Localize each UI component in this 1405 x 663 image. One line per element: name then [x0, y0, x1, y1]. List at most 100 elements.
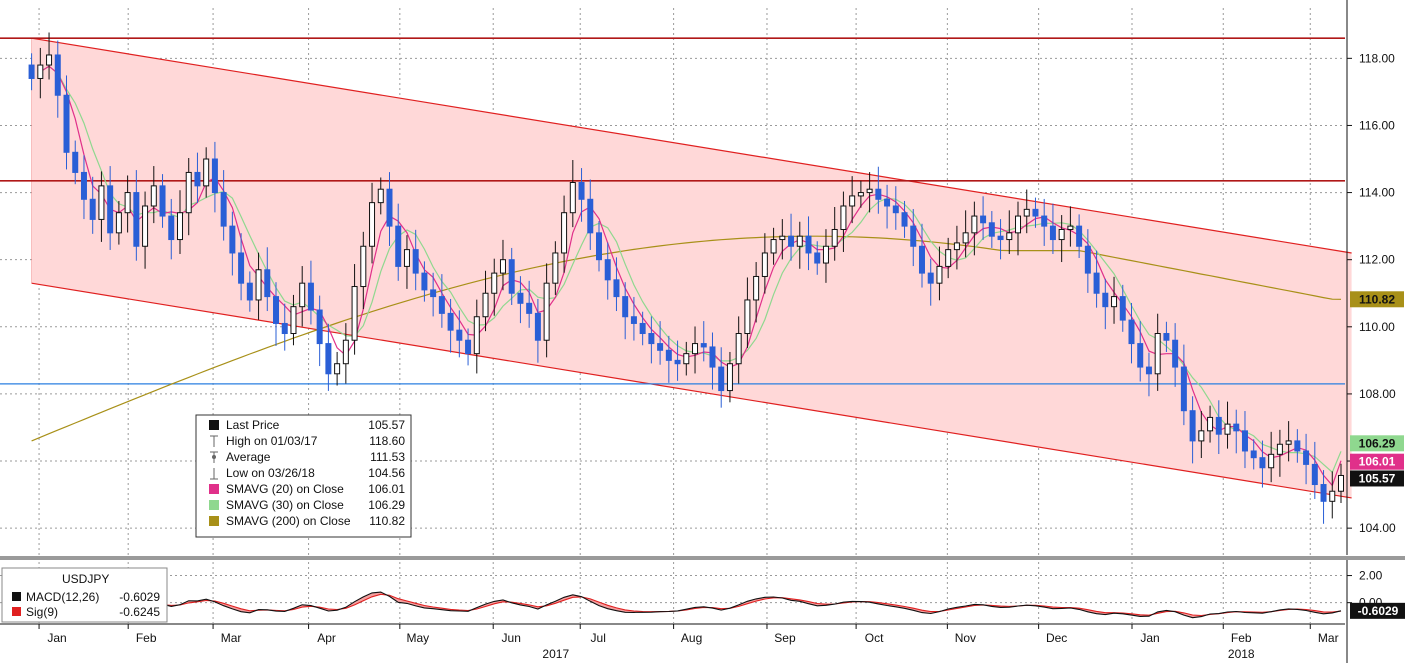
- candle-body: [54, 54, 61, 96]
- green-square-icon: [209, 500, 219, 510]
- month-label: Jan: [1140, 631, 1159, 645]
- candle-body: [1006, 232, 1013, 241]
- price-tag-bg: [1350, 470, 1404, 487]
- candle-body: [1276, 443, 1283, 455]
- candle-body: [403, 249, 410, 267]
- candle-body: [1294, 440, 1301, 452]
- candle-body: [980, 215, 987, 224]
- candle-body: [412, 249, 419, 274]
- regression-channel: [31, 37, 1352, 499]
- signal-line: [31, 593, 1342, 617]
- candle-body: [1268, 453, 1275, 469]
- candle-body: [360, 245, 367, 288]
- legend-item-label: SMAVG (30) on Close: [226, 498, 344, 512]
- candle-body: [1163, 333, 1170, 341]
- macd-panel: [31, 591, 1342, 619]
- signal-value: -0.6245: [119, 605, 160, 619]
- candle-body: [875, 188, 882, 200]
- month-label: Feb: [136, 631, 157, 645]
- horizontal-levels: [0, 37, 1345, 385]
- price-tick-label: 116.00: [1359, 118, 1395, 132]
- candle-body: [438, 296, 445, 314]
- candle-body: [133, 192, 140, 247]
- candle-body: [1145, 366, 1152, 375]
- candle-body: [578, 182, 585, 200]
- candle-body: [814, 252, 821, 264]
- candle-body: [473, 316, 480, 355]
- candle-body: [700, 343, 707, 348]
- candle-body: [840, 205, 847, 230]
- macd-label: MACD(12,26): [26, 590, 99, 604]
- legend-item-label: High on 01/03/17: [226, 434, 318, 448]
- candle-body: [613, 279, 620, 298]
- channel-fill: [31, 38, 1352, 498]
- candle-body: [482, 292, 489, 318]
- candle-body: [892, 205, 899, 214]
- month-label: Sep: [774, 631, 796, 645]
- candle-body: [115, 212, 122, 234]
- candle-body: [622, 296, 629, 318]
- candle-body: [1076, 225, 1083, 247]
- candle-body: [709, 346, 716, 368]
- candle-body: [307, 282, 314, 311]
- legend-item-value: 105.57: [368, 418, 405, 432]
- candle-body: [1015, 215, 1022, 234]
- month-label: Aug: [681, 631, 702, 645]
- candle-body: [665, 349, 672, 361]
- price-tag-bg: [1350, 453, 1404, 470]
- candle-body: [447, 312, 454, 331]
- candle-body: [290, 306, 297, 335]
- candle-body: [604, 259, 611, 281]
- candle-body: [28, 64, 35, 79]
- candle-body: [386, 188, 393, 227]
- candle-body: [491, 272, 498, 294]
- month-label: May: [406, 631, 429, 645]
- sma30-line: [39, 65, 1342, 474]
- panel-divider: [0, 556, 1405, 560]
- month-label: Jun: [502, 631, 521, 645]
- candle-body: [517, 292, 524, 304]
- candle-body: [1215, 416, 1222, 435]
- signal-swatch: [12, 607, 21, 616]
- candle-body: [63, 94, 70, 153]
- candle-body: [465, 339, 472, 355]
- candle-body: [918, 245, 925, 274]
- month-label: Apr: [317, 631, 336, 645]
- candle-body: [369, 202, 376, 247]
- candle-body: [761, 252, 768, 277]
- price-tags: 110.82 106.29 106.01 105.57 -0.6029: [1350, 291, 1405, 619]
- candle-body: [255, 269, 262, 301]
- candle-body: [203, 158, 210, 187]
- candle-body: [37, 64, 44, 79]
- candle-body: [901, 212, 908, 227]
- candle-body: [788, 235, 795, 247]
- high-marker-icon: [210, 435, 218, 447]
- candle-body: [1303, 450, 1310, 465]
- marker-dot: [212, 455, 216, 459]
- candle-body: [718, 366, 725, 392]
- price-tick-label: 114.00: [1359, 186, 1395, 200]
- candle-body: [683, 353, 690, 365]
- candle-body: [194, 171, 201, 187]
- price-tag-label: 106.01: [1359, 455, 1396, 469]
- candle-body: [936, 265, 943, 284]
- candle-body: [927, 272, 934, 284]
- legend-item-value: 118.60: [369, 434, 405, 448]
- legend-item-label: SMAVG (200) on Close: [226, 514, 351, 528]
- month-label: Feb: [1231, 631, 1252, 645]
- month-label: Dec: [1046, 631, 1067, 645]
- candle-body: [988, 222, 995, 237]
- candle-body: [430, 289, 437, 298]
- candle-body: [421, 272, 428, 291]
- candle-body: [997, 235, 1004, 241]
- year-label: 2017: [542, 647, 569, 661]
- legend-item-value: 106.29: [368, 498, 405, 512]
- candle-body: [543, 282, 550, 341]
- black-square-icon: [209, 420, 219, 430]
- candle-body: [107, 185, 114, 234]
- candle-body: [1137, 343, 1144, 368]
- candle-body: [1023, 208, 1030, 217]
- candle-body: [1338, 474, 1344, 492]
